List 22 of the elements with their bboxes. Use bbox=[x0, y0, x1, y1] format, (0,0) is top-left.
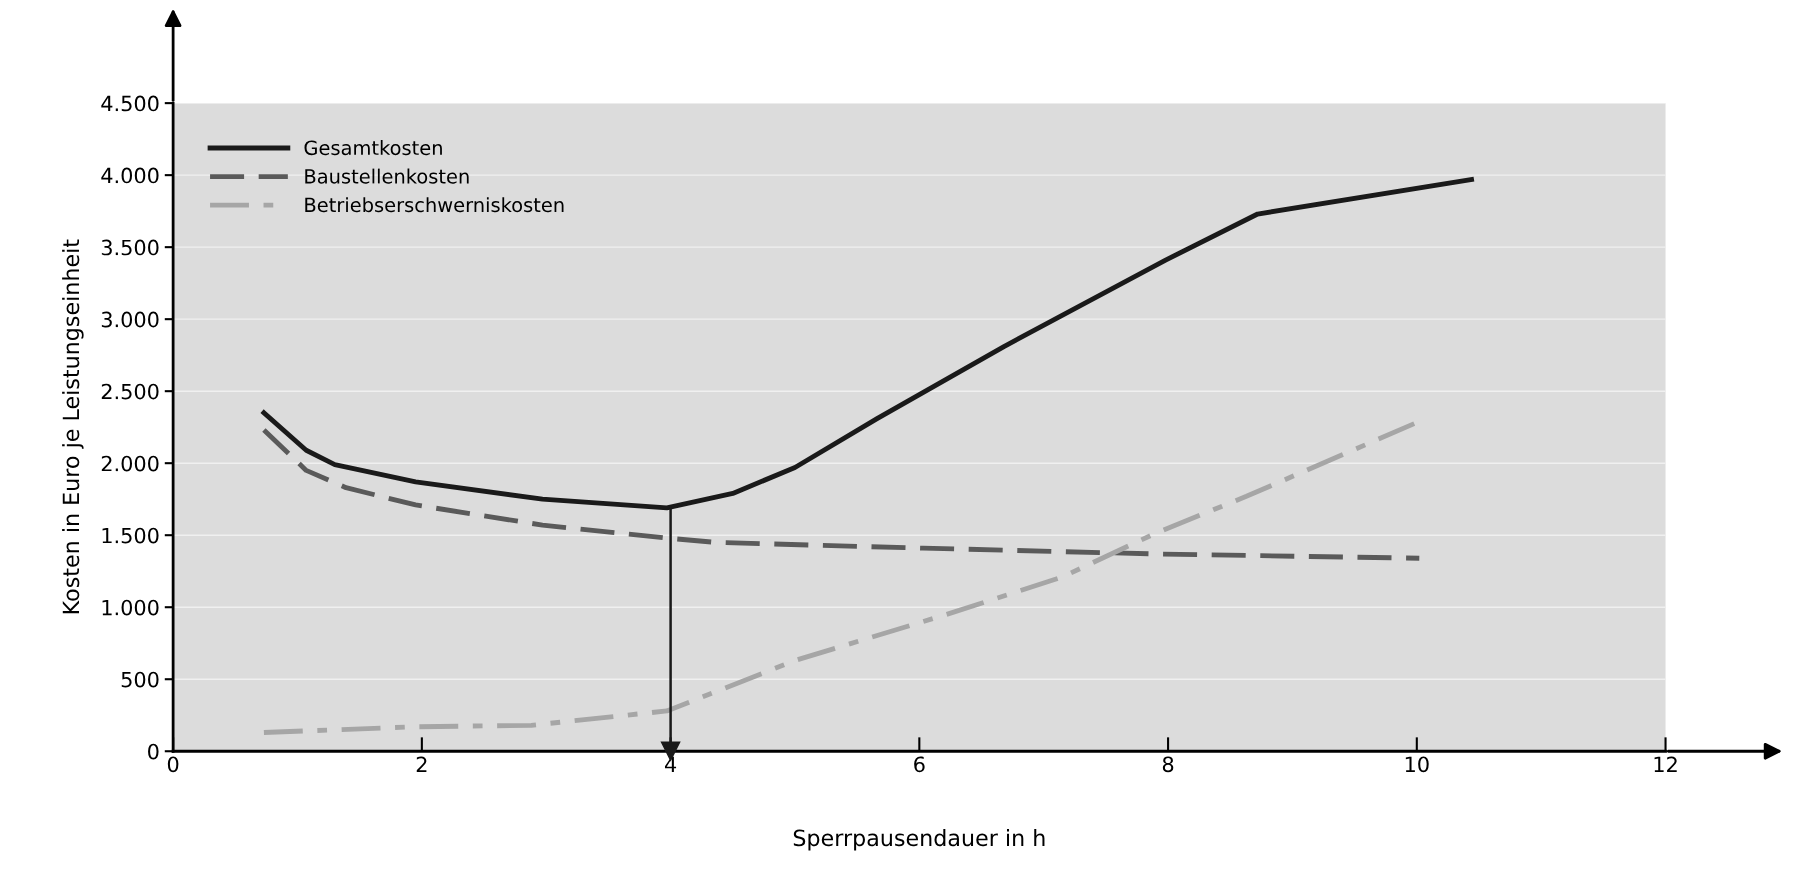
x-tick-label: 6 bbox=[914, 756, 925, 773]
x-axis-title: Sperrpausendauer in h bbox=[793, 829, 1045, 851]
y-tick-label: 3.000 bbox=[101, 311, 159, 328]
y-tick-label: 4.500 bbox=[101, 95, 159, 112]
x-tick-label: 12 bbox=[1654, 756, 1677, 772]
y-tick-label: 4.000 bbox=[101, 167, 159, 184]
legend-label: Gesamtkosten bbox=[304, 140, 442, 156]
x-tick-label: 10 bbox=[1405, 756, 1429, 773]
y-tick-label: 2.500 bbox=[101, 383, 159, 400]
legend-label: Betriebserschwerniskosten bbox=[305, 197, 564, 213]
y-tick-label: 1.000 bbox=[102, 599, 159, 616]
x-tick-label: 8 bbox=[1162, 756, 1174, 773]
y-tick-label: 500 bbox=[121, 671, 159, 688]
legend-label: Baustellenkosten bbox=[305, 168, 469, 184]
x-tick-label: 0 bbox=[167, 756, 179, 773]
x-tick-label: 2 bbox=[416, 756, 427, 772]
y-tick-label: 1.500 bbox=[102, 527, 159, 544]
y-tick-label: 3.500 bbox=[101, 239, 159, 256]
line-series bbox=[261, 427, 1422, 561]
y-tick-label: 0 bbox=[148, 743, 159, 760]
y-tick-label: 2.000 bbox=[101, 455, 159, 472]
y-axis-title: Kosten in Euro je Leistungseinheit bbox=[62, 239, 84, 614]
